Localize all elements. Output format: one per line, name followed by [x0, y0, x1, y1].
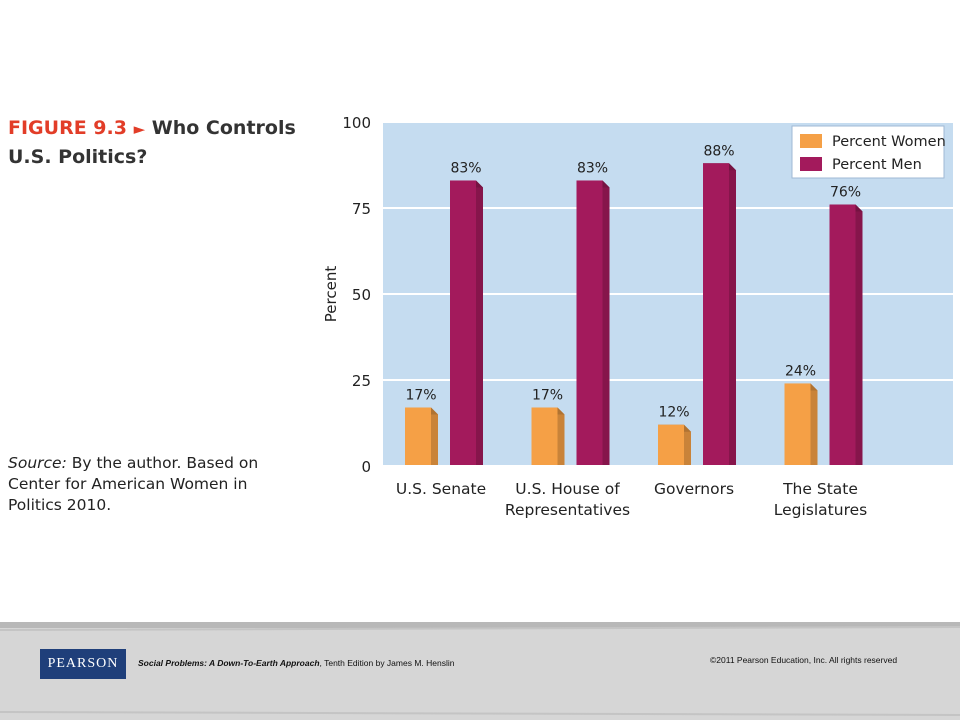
x-tick-label: The State — [782, 480, 858, 498]
source-note: Source: By the author. Based on Center f… — [8, 453, 268, 516]
bar — [829, 204, 856, 466]
bar — [450, 180, 476, 467]
bar-side — [431, 407, 438, 466]
bar-chart: 0 25 50 75 100 Percent 17% 83% U.S. Senate 17% 83%… — [322, 114, 953, 519]
bar — [703, 163, 729, 466]
source-text: By the author. Based on Center for Ameri… — [8, 454, 259, 514]
book-edition: , Tenth Edition by James M. Henslin — [319, 658, 455, 668]
x-tick-label: Representatives — [505, 501, 630, 519]
y-tick-label: 100 — [342, 114, 371, 132]
x-tick-label: U.S. House of — [515, 480, 620, 498]
x-tick-label: Legislatures — [774, 501, 867, 519]
legend-label: Percent Women — [832, 134, 946, 150]
y-tick-label: 25 — [352, 372, 371, 390]
footer-texture — [0, 622, 960, 720]
x-tick-label: Governors — [654, 480, 734, 498]
x-tick-label: U.S. Senate — [396, 480, 486, 498]
book-title: Social Problems: A Down-To-Earth Approac… — [138, 658, 320, 668]
bar-side — [855, 204, 863, 466]
figure-title: FIGURE 9.3 ► Who Controls U.S. Politics? — [8, 114, 308, 171]
bar — [658, 424, 684, 466]
data-label: 76% — [830, 185, 861, 201]
y-tick-label: 50 — [352, 286, 371, 304]
footer-credit: Social Problems: A Down-To-Earth Approac… — [138, 658, 454, 668]
y-tick-label: 75 — [352, 200, 371, 218]
legend-swatch — [800, 157, 822, 171]
legend-label: Percent Men — [832, 157, 922, 173]
data-label: 17% — [532, 388, 563, 404]
figure-title-text: Who Controls U.S. Politics? — [8, 117, 296, 168]
bar — [405, 407, 431, 466]
footer-bar: PEARSON Social Problems: A Down-To-Earth… — [0, 622, 960, 720]
legend-swatch — [800, 134, 822, 148]
source-label: Source: — [8, 454, 67, 472]
data-label: 17% — [405, 388, 436, 404]
bar-side — [729, 163, 736, 466]
bar — [784, 383, 811, 466]
bar-side — [476, 180, 483, 467]
bar-side — [557, 407, 565, 466]
data-label: 12% — [658, 405, 689, 421]
bar — [576, 180, 603, 467]
bar-side — [810, 383, 818, 466]
data-label: 83% — [450, 160, 481, 176]
figure-label: FIGURE 9.3 — [8, 117, 127, 139]
data-label: 24% — [785, 363, 816, 379]
bar — [531, 407, 558, 466]
bar-side — [602, 180, 610, 467]
bar-side — [684, 424, 691, 466]
pearson-logo: PEARSON — [40, 649, 126, 679]
data-label: 83% — [577, 160, 608, 176]
arrow-icon: ► — [133, 120, 146, 138]
footer-copyright: ©2011 Pearson Education, Inc. All rights… — [710, 655, 898, 665]
y-tick-label: 0 — [361, 458, 371, 476]
data-label: 88% — [703, 143, 734, 159]
y-axis-label: Percent — [322, 266, 340, 323]
